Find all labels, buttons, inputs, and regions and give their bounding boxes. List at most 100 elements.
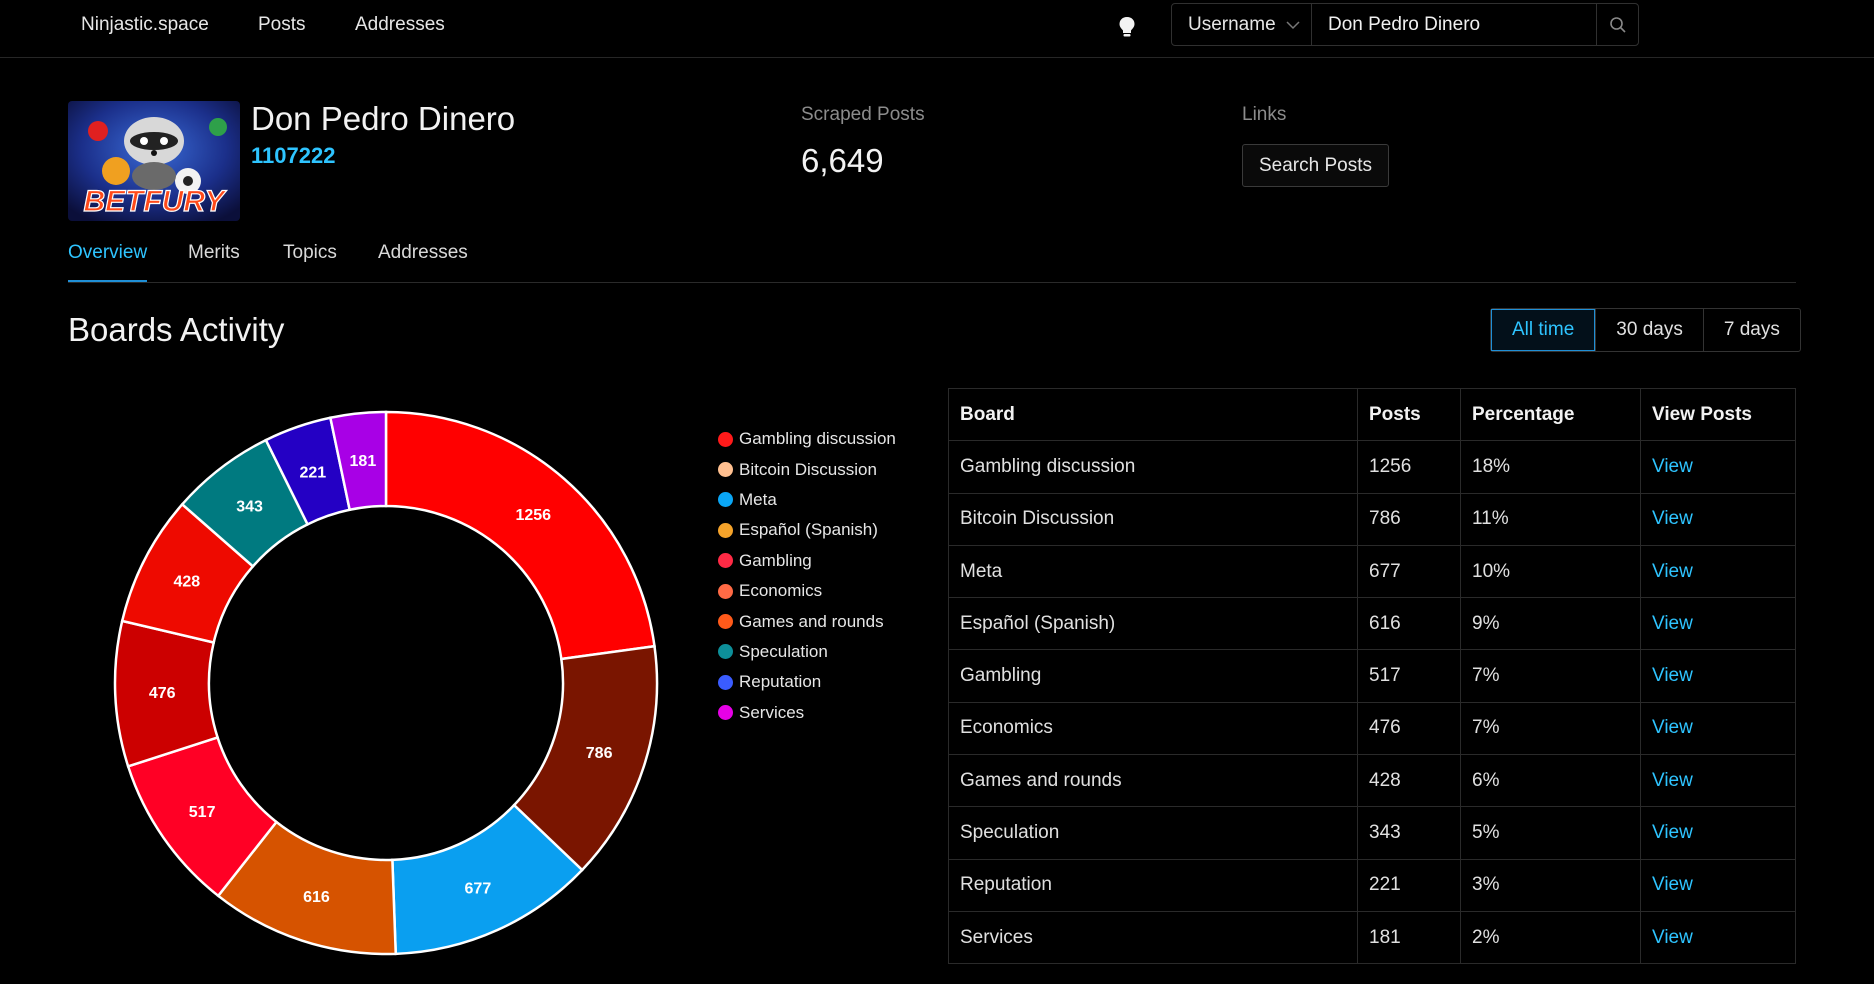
percentage-cell: 6% (1460, 754, 1641, 808)
brand-link[interactable]: Ninjastic.space (81, 14, 209, 35)
posts-cell: 428 (1357, 754, 1461, 808)
legend-label: Services (739, 702, 805, 722)
header-posts: Posts (1357, 387, 1461, 442)
chart-legend: Gambling discussion Bitcoin Discussion Met… (718, 424, 896, 728)
legend-label: Meta (739, 489, 777, 509)
slice-value-label: 616 (303, 889, 330, 906)
board-cell: Meta (948, 544, 1358, 599)
legend-item[interactable]: Games and rounds (718, 606, 896, 636)
nav-link-addresses[interactable]: Addresses (355, 14, 445, 35)
boards-activity-title: Boards Activity (68, 311, 285, 348)
percentage-cell: 9% (1460, 597, 1641, 651)
legend-item[interactable]: Gambling discussion (718, 424, 896, 454)
legend-label: Reputation (739, 672, 822, 692)
posts-cell: 343 (1357, 806, 1461, 860)
view-link[interactable]: View (1640, 701, 1796, 756)
legend-label: Español (Spanish) (739, 520, 878, 540)
view-link[interactable]: View (1640, 910, 1796, 965)
percentage-cell: 2% (1460, 910, 1641, 965)
legend-swatch (718, 553, 733, 569)
tab-topics[interactable]: Topics (283, 242, 337, 263)
legend-swatch (718, 522, 733, 538)
table-row: Games and rounds 428 6% View (948, 754, 1796, 808)
legend-item[interactable]: Meta (718, 485, 896, 515)
legend-item[interactable]: Economics (718, 576, 896, 606)
search-button[interactable] (1596, 4, 1638, 45)
legend-item[interactable]: Reputation (718, 667, 896, 697)
avatar: BETFURY (68, 101, 240, 221)
table-row: Meta 677 10% View (948, 544, 1796, 599)
time-range-selector: All time 30 days 7 days (1490, 308, 1801, 352)
board-cell: Games and rounds (948, 754, 1358, 808)
tab-merits[interactable]: Merits (188, 242, 240, 263)
table-row: Gambling discussion 1256 18% View (948, 440, 1796, 494)
view-link[interactable]: View (1640, 544, 1796, 599)
lightbulb-icon[interactable] (1115, 14, 1139, 40)
search-input[interactable] (1313, 4, 1599, 45)
legend-item[interactable]: Español (Spanish) (718, 515, 896, 545)
percentage-cell: 18% (1460, 440, 1641, 494)
profile-id-link[interactable]: 1107222 (251, 143, 336, 168)
slice-value-label: 221 (299, 464, 326, 481)
view-link[interactable]: View (1640, 806, 1796, 860)
range-7-days-button[interactable]: 7 days (1702, 309, 1800, 351)
posts-cell: 1256 (1357, 440, 1461, 494)
header-percentage: Percentage (1460, 387, 1641, 442)
board-cell: Economics (948, 701, 1358, 756)
chevron-down-icon (1286, 20, 1300, 29)
legend-item[interactable]: Bitcoin Discussion (718, 454, 896, 484)
header-board: Board (948, 387, 1358, 442)
view-link[interactable]: View (1640, 649, 1796, 703)
range-all-time-button[interactable]: All time (1491, 309, 1596, 351)
boards-table: Board Posts Percentage View Posts Gambli… (948, 387, 1796, 965)
board-cell: Español (Spanish) (948, 597, 1358, 651)
slice-value-label: 428 (173, 573, 200, 590)
percentage-cell: 11% (1460, 492, 1641, 546)
table-row: Reputation 221 3% View (948, 858, 1796, 912)
scraped-posts-value: 6,649 (801, 142, 884, 179)
percentage-cell: 7% (1460, 649, 1641, 703)
board-cell: Reputation (948, 858, 1358, 912)
nav-link-posts[interactable]: Posts (258, 14, 306, 35)
range-30-days-button[interactable]: 30 days (1595, 309, 1703, 351)
avatar-logo-text: BETFURY (83, 185, 227, 218)
header-view-posts: View Posts (1640, 387, 1796, 442)
view-link[interactable]: View (1640, 754, 1796, 808)
percentage-cell: 3% (1460, 858, 1641, 912)
slice-value-label: 1256 (515, 507, 551, 524)
view-link[interactable]: View (1640, 492, 1796, 546)
legend-item[interactable]: Speculation (718, 637, 896, 667)
view-link[interactable]: View (1640, 440, 1796, 494)
slice-value-label: 181 (350, 453, 377, 470)
search-type-label: Username (1188, 13, 1276, 35)
posts-cell: 786 (1357, 492, 1461, 546)
donut-slice[interactable] (384, 410, 656, 661)
legend-item[interactable]: Services (718, 698, 896, 728)
tab-addresses[interactable]: Addresses (378, 242, 468, 263)
percentage-cell: 5% (1460, 806, 1641, 860)
percentage-cell: 10% (1460, 544, 1641, 599)
legend-swatch (718, 705, 733, 721)
legend-item[interactable]: Gambling (718, 546, 896, 576)
posts-cell: 517 (1357, 649, 1461, 703)
legend-label: Gambling discussion (739, 429, 896, 449)
view-link[interactable]: View (1640, 858, 1796, 912)
legend-label: Bitcoin Discussion (739, 459, 877, 479)
profile-tabs: Overview Merits Topics Addresses (68, 232, 1796, 283)
table-row: Gambling 517 7% View (948, 649, 1796, 703)
search-type-select[interactable]: Username (1172, 4, 1312, 45)
legend-label: Games and rounds (739, 611, 884, 631)
view-link[interactable]: View (1640, 597, 1796, 651)
legend-swatch (718, 674, 733, 690)
search-icon (1609, 16, 1626, 33)
legend-label: Gambling (739, 550, 812, 570)
legend-swatch (718, 431, 733, 447)
links-label: Links (1242, 104, 1287, 125)
board-cell: Gambling discussion (948, 440, 1358, 494)
legend-swatch (718, 614, 733, 630)
table-row: Economics 476 7% View (948, 701, 1796, 756)
slice-value-label: 343 (236, 498, 263, 515)
donut-slice[interactable] (328, 410, 388, 512)
tab-overview[interactable]: Overview (68, 242, 148, 282)
search-posts-button[interactable]: Search Posts (1242, 144, 1389, 187)
